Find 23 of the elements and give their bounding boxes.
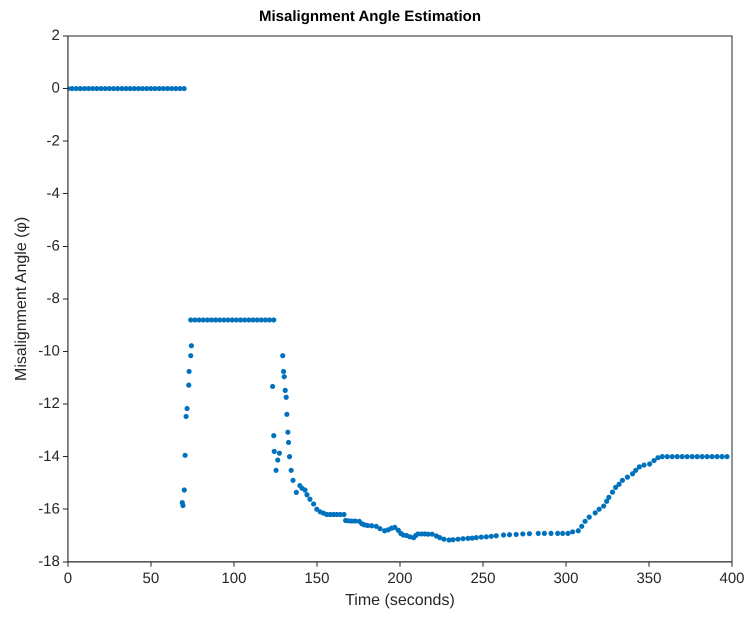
y-tick-label: -6 [46,237,60,254]
x-tick-label: 200 [387,570,412,587]
x-tick-label: 150 [304,570,330,587]
x-tick-label: 250 [470,570,496,587]
x-axis-title: Time (seconds) [345,592,455,609]
y-tick-label: 2 [52,27,60,44]
y-tick-label: -14 [38,448,60,465]
y-tick-label: -16 [38,500,60,518]
x-tick-label: 400 [719,570,745,587]
x-tick-label: 50 [142,570,160,587]
x-tick-label: 100 [221,570,246,587]
x-tick-label: 300 [553,570,578,587]
y-tick-label: -18 [38,552,60,570]
y-tick-label: -12 [38,395,60,412]
x-tick-label: 0 [64,570,72,587]
y-tick-label: -2 [46,132,60,150]
chart-title: Misalignment Angle Estimation [259,8,481,26]
y-axis-title: Misalignment Angle (φ) [13,216,30,382]
x-tick-label: 350 [636,570,662,587]
y-tick-label: -8 [46,290,60,308]
y-tick-label: -10 [38,342,60,360]
y-tick-label: -4 [46,184,60,202]
y-tick-label: 0 [52,80,60,97]
